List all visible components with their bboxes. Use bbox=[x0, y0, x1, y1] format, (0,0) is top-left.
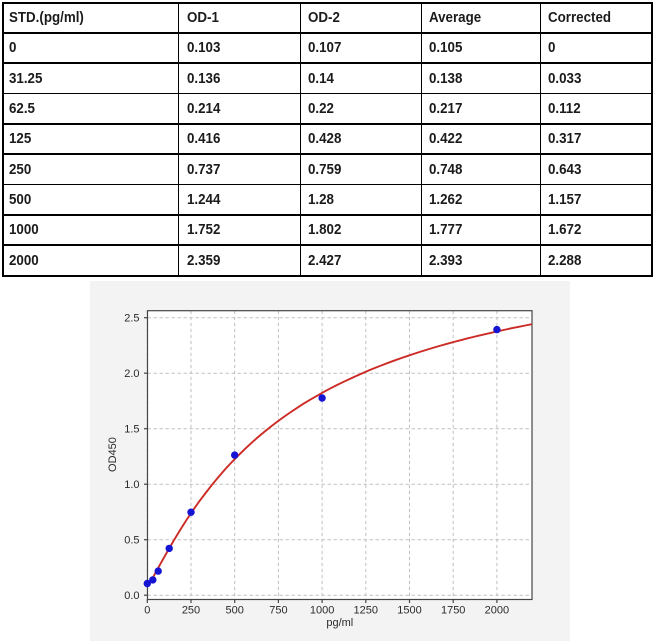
svg-text:pg/ml: pg/ml bbox=[326, 617, 353, 629]
svg-text:1.0: 1.0 bbox=[124, 479, 139, 491]
svg-text:2000: 2000 bbox=[485, 605, 509, 617]
svg-text:750: 750 bbox=[269, 605, 287, 617]
svg-text:0.0: 0.0 bbox=[124, 590, 139, 602]
svg-text:2.0: 2.0 bbox=[124, 368, 139, 380]
svg-text:2.5: 2.5 bbox=[124, 313, 139, 325]
svg-text:OD450: OD450 bbox=[107, 437, 119, 472]
svg-text:250: 250 bbox=[182, 605, 200, 617]
svg-text:0.5: 0.5 bbox=[124, 535, 139, 547]
svg-text:1.5: 1.5 bbox=[124, 424, 139, 436]
svg-text:1250: 1250 bbox=[354, 605, 378, 617]
svg-text:500: 500 bbox=[226, 605, 244, 617]
svg-text:1500: 1500 bbox=[397, 605, 421, 617]
svg-text:0: 0 bbox=[144, 605, 150, 617]
svg-text:1750: 1750 bbox=[441, 605, 465, 617]
svg-text:1000: 1000 bbox=[310, 605, 334, 617]
